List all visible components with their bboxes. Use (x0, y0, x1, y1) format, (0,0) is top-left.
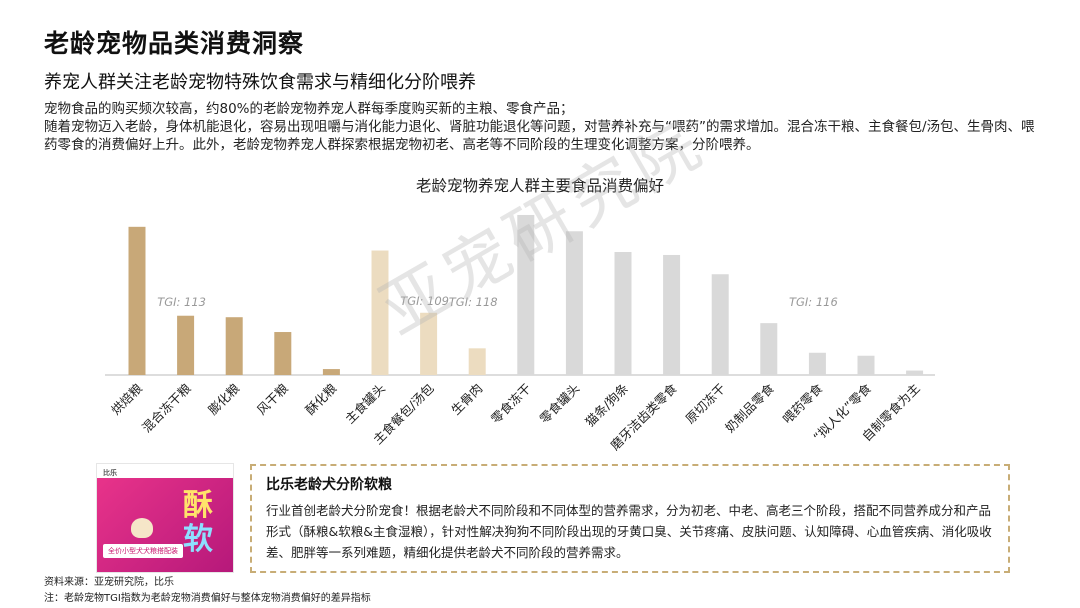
bar-10 (565, 231, 583, 375)
bar-7 (420, 312, 438, 375)
bar-17 (906, 370, 924, 375)
description-line-1: 宠物食品的购买频次较高，约80%的老龄宠物养宠人群每季度购买新的主粮、零食产品； (44, 101, 574, 117)
product-callout: 比乐老龄犬分阶软粮 行业首创老龄犬分阶宠食！根据老龄犬不同阶段和不同体型的营养需… (250, 464, 1010, 573)
callout-title: 比乐老龄犬分阶软粮 (266, 477, 392, 493)
product-strip: 全价小型犬犬粮搭配装 (103, 544, 183, 558)
product-char-2: 软 (183, 522, 213, 557)
bar-1 (128, 226, 146, 375)
bar-chart: 烘焙粮混合冻干粮 膨化粮 风干粮 酥化粮 主食罐头主食餐包/汤包 生骨肉 零食冻干 零食罐头猫… (105, 214, 935, 453)
x-tick-label-5: 酥化粮 (302, 380, 339, 417)
product-image: 比乐 酥 软 全价小型犬犬粮搭配装 (96, 463, 234, 573)
bar-11 (614, 252, 632, 375)
product-package: 酥 软 全价小型犬犬粮搭配装 (97, 478, 233, 572)
bar-2 (177, 315, 195, 375)
bar-5 (322, 369, 340, 375)
x-tick-label-13: 原切冻干 (682, 381, 728, 427)
x-tick-label-10: 零食罐头 (537, 381, 583, 427)
bar-3 (225, 317, 243, 375)
x-tick-label-8: 生骨肉 (448, 381, 485, 418)
x-tick-label-6: 主食罐头 (342, 381, 388, 427)
bar-4 (274, 332, 292, 375)
x-tick-label-1: 烘焙粮 (108, 380, 145, 417)
page-title: 老龄宠物品类消费洞察 (44, 29, 305, 58)
page-subtitle: 养宠人群关注老龄宠物特殊饮食需求与精细化分阶喂养 (44, 72, 476, 93)
chart-title: 老龄宠物养宠人群主要食品消费偏好 (415, 177, 664, 195)
bar-14 (760, 323, 778, 375)
x-tick-label-9: 零食冻干 (488, 381, 534, 427)
x-tick-label-3: 膨化粮 (205, 380, 242, 417)
dog-icon (131, 518, 153, 538)
bar-15 (808, 352, 826, 375)
product-char-1: 酥 (183, 488, 213, 523)
source-note: 资料来源：亚宠研究院，比乐 (44, 577, 174, 588)
bar-12 (663, 254, 681, 375)
product-brand: 比乐 (103, 469, 117, 477)
description: 宠物食品的购买频次较高，约80%的老龄宠物养宠人群每季度购买新的主粮、零食产品；… (44, 100, 1044, 154)
description-line-2: 随着宠物迈入老龄，身体机能退化，容易出现咀嚼与消化能力退化、肾脏功能退化等问题，… (44, 119, 1035, 153)
tgi-annotation-1: TGI: 113 (157, 295, 206, 309)
bar-13 (711, 274, 729, 375)
bar-8 (468, 348, 486, 375)
tgi-annotation-4: TGI: 116 (789, 295, 838, 309)
callout-text: 行业首创老龄犬分阶宠食！根据老龄犬不同阶段和不同体型的营养需求，分为初老、中老、… (266, 503, 992, 560)
tgi-note: 注：老龄宠物TGI指数为老龄宠物消费偏好与整体宠物消费偏好的差异指标 (44, 593, 371, 604)
bar-6 (371, 250, 389, 375)
bar-16 (857, 355, 875, 375)
x-tick-label-14: 奶制品零食 (722, 380, 777, 435)
x-tick-label-11: 猫条/狗条 (582, 380, 631, 429)
bar-9 (517, 214, 535, 375)
x-tick-label-2: 混合冻干粮 (139, 380, 194, 435)
tgi-annotation-2: TGI: 109 (400, 294, 449, 308)
x-tick-label-15: 喂药零食 (780, 380, 826, 426)
x-tick-label-4: 风干粮 (254, 380, 291, 417)
tgi-annotation-3: TGI: 118 (449, 295, 498, 309)
